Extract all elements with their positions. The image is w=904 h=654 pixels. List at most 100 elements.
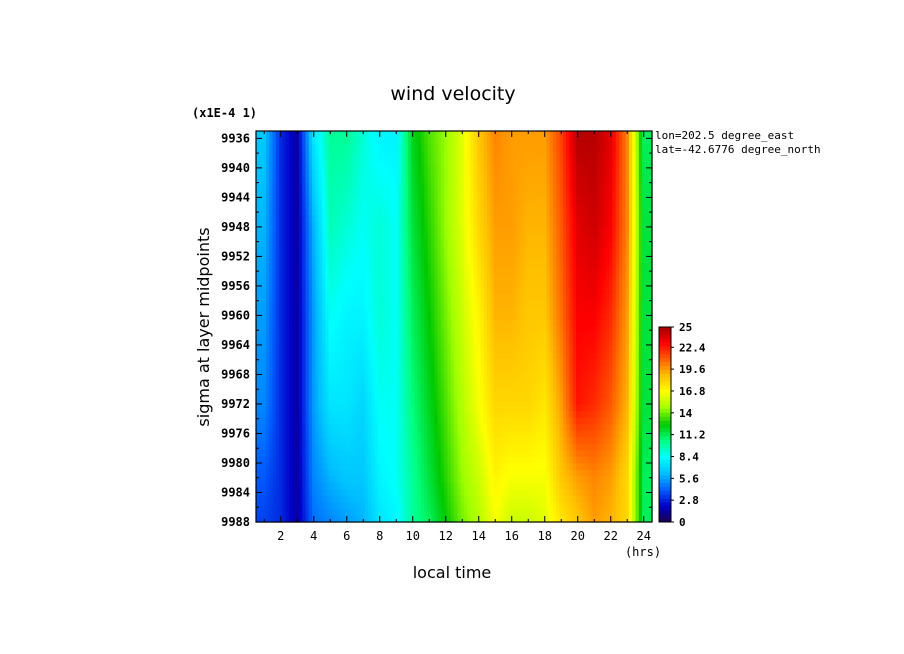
heatmap-cell	[523, 274, 528, 282]
heatmap-cell	[368, 254, 373, 262]
heatmap-cell	[536, 372, 541, 380]
heatmap-cell	[394, 385, 399, 393]
heatmap-cell	[595, 150, 600, 158]
heatmap-cell	[553, 352, 557, 360]
heatmap-cell	[259, 137, 264, 145]
heatmap-cell	[269, 170, 274, 178]
heatmap-cell	[605, 352, 610, 360]
heatmap-cell	[520, 300, 524, 308]
heatmap-cell	[384, 228, 389, 236]
heatmap-cell	[549, 215, 554, 223]
heatmap-cell	[546, 293, 551, 302]
heatmap-cell	[262, 131, 267, 139]
heatmap-cell	[529, 248, 534, 256]
heatmap-cell	[638, 306, 643, 315]
heatmap-cell	[447, 157, 452, 165]
heatmap-cell	[619, 222, 623, 230]
heatmap-cell	[384, 385, 389, 393]
heatmap-cell	[490, 157, 495, 165]
heatmap-cell	[463, 254, 468, 262]
heatmap-cell	[364, 150, 369, 158]
heatmap-cell	[341, 333, 346, 341]
heatmap-cell	[622, 352, 627, 360]
heatmap-cell	[526, 202, 531, 210]
heatmap-cell	[275, 306, 280, 315]
heatmap-cell	[269, 248, 274, 256]
heatmap-cell	[586, 274, 590, 282]
heatmap-cell	[592, 215, 597, 223]
heatmap-cell	[322, 144, 326, 152]
heatmap-cell	[454, 261, 458, 269]
heatmap-cell	[487, 261, 491, 269]
heatmap-cell	[282, 267, 287, 275]
heatmap-cell	[358, 209, 363, 217]
heatmap-cell	[619, 228, 623, 236]
heatmap-cell	[272, 144, 277, 152]
heatmap-cell	[427, 346, 432, 354]
heatmap-cell	[384, 313, 389, 321]
heatmap-cell	[368, 228, 373, 236]
heatmap-cell	[289, 346, 293, 354]
heatmap-cell	[592, 346, 597, 354]
heatmap-cell	[622, 209, 627, 217]
heatmap-cell	[447, 372, 452, 380]
heatmap-cell	[589, 365, 594, 373]
heatmap-cell	[361, 170, 366, 178]
heatmap-cell	[467, 202, 472, 210]
heatmap-cell	[262, 202, 267, 210]
heatmap-cell	[513, 359, 518, 367]
heatmap-cell	[421, 293, 425, 302]
heatmap-cell	[503, 254, 508, 262]
heatmap-cell	[417, 378, 422, 386]
heatmap-cell	[490, 385, 495, 393]
heatmap-cell	[282, 150, 287, 158]
heatmap-cell	[483, 346, 488, 354]
heatmap-cell	[635, 189, 640, 197]
heatmap-cell	[576, 222, 580, 230]
heatmap-cell	[546, 365, 551, 373]
heatmap-cell	[374, 274, 379, 282]
heatmap-cell	[272, 170, 277, 178]
heatmap-cell	[569, 157, 574, 165]
heatmap-cell	[493, 319, 498, 328]
heatmap-cell	[457, 365, 462, 373]
heatmap-cell	[526, 248, 531, 256]
heatmap-cell	[302, 248, 307, 256]
heatmap-cell	[279, 261, 283, 269]
heatmap-cell	[493, 189, 498, 197]
heatmap-cell	[470, 248, 475, 256]
heatmap-cell	[434, 333, 439, 341]
heatmap-cell	[572, 293, 577, 302]
heatmap-cell	[411, 267, 415, 275]
heatmap-cell	[529, 293, 534, 302]
heatmap-cell	[272, 215, 277, 223]
heatmap-cell	[546, 287, 551, 295]
heatmap-cell	[599, 183, 604, 191]
heatmap-cell	[275, 261, 280, 269]
heatmap-cell	[477, 267, 481, 275]
heatmap-cell	[322, 287, 326, 295]
heatmap-cell	[609, 319, 613, 328]
heatmap-cell	[444, 306, 448, 315]
heatmap-cell	[407, 189, 412, 197]
heatmap-cell	[298, 346, 303, 354]
heatmap-cell	[328, 365, 333, 373]
heatmap-cell	[404, 202, 409, 210]
heatmap-cell	[338, 287, 343, 295]
heatmap-cell	[562, 215, 567, 223]
heatmap-cell	[635, 280, 640, 288]
heatmap-cell	[520, 137, 524, 145]
heatmap-cell	[523, 254, 528, 262]
heatmap-cell	[437, 326, 442, 334]
heatmap-cell	[619, 163, 623, 171]
heatmap-cell	[434, 235, 439, 243]
heatmap-cell	[437, 333, 442, 341]
heatmap-cell	[378, 267, 382, 275]
heatmap-cell	[513, 235, 518, 243]
heatmap-cell	[417, 196, 422, 204]
heatmap-cell	[487, 359, 491, 367]
heatmap-cell	[619, 280, 623, 288]
heatmap-cell	[625, 313, 630, 321]
heatmap-cell	[308, 372, 313, 380]
heatmap-cell	[374, 359, 379, 367]
